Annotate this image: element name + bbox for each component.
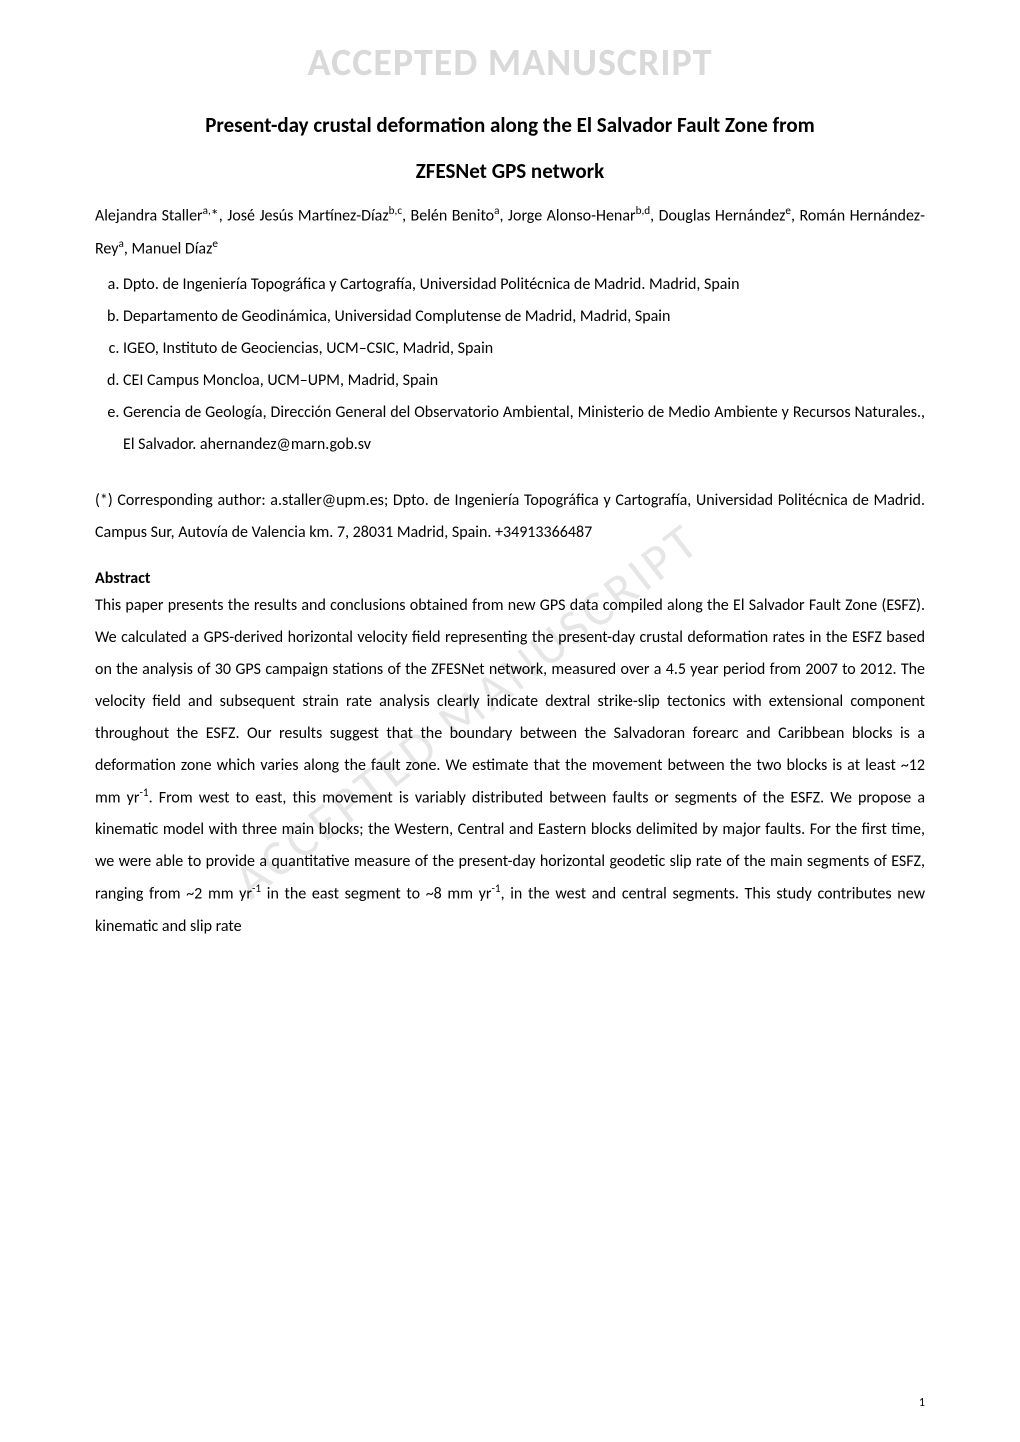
affiliation-item: Gerencia de Geología, Dirección General … xyxy=(123,397,925,461)
paper-title: Present-day crustal deformation along th… xyxy=(95,102,925,194)
affiliation-item: Dpto. de Ingeniería Topográfica y Cartog… xyxy=(123,269,925,301)
affiliation-item: Departamento de Geodinámica, Universidad… xyxy=(123,301,925,333)
title-line-2: ZFESNet GPS network xyxy=(416,158,604,184)
corresponding-author: (*) Corresponding author: a.staller@upm.… xyxy=(95,485,925,549)
abstract-heading: Abstract xyxy=(95,569,925,588)
affiliation-list: Dpto. de Ingeniería Topográfica y Cartog… xyxy=(95,269,925,461)
title-line-1: Present-day crustal deformation along th… xyxy=(205,112,815,138)
page-number: 1 xyxy=(919,1396,925,1410)
author-list: Alejandra Stallera,*, José Jesús Martíne… xyxy=(95,200,925,265)
affiliation-item: CEI Campus Moncloa, UCM–UPM, Madrid, Spa… xyxy=(123,365,925,397)
header-watermark: ACCEPTED MANUSCRIPT xyxy=(0,40,1020,86)
abstract-body: This paper presents the results and conc… xyxy=(95,590,925,943)
page-content: Present-day crustal deformation along th… xyxy=(95,102,925,943)
affiliation-item: IGEO, Instituto de Geociencias, UCM–CSIC… xyxy=(123,333,925,365)
